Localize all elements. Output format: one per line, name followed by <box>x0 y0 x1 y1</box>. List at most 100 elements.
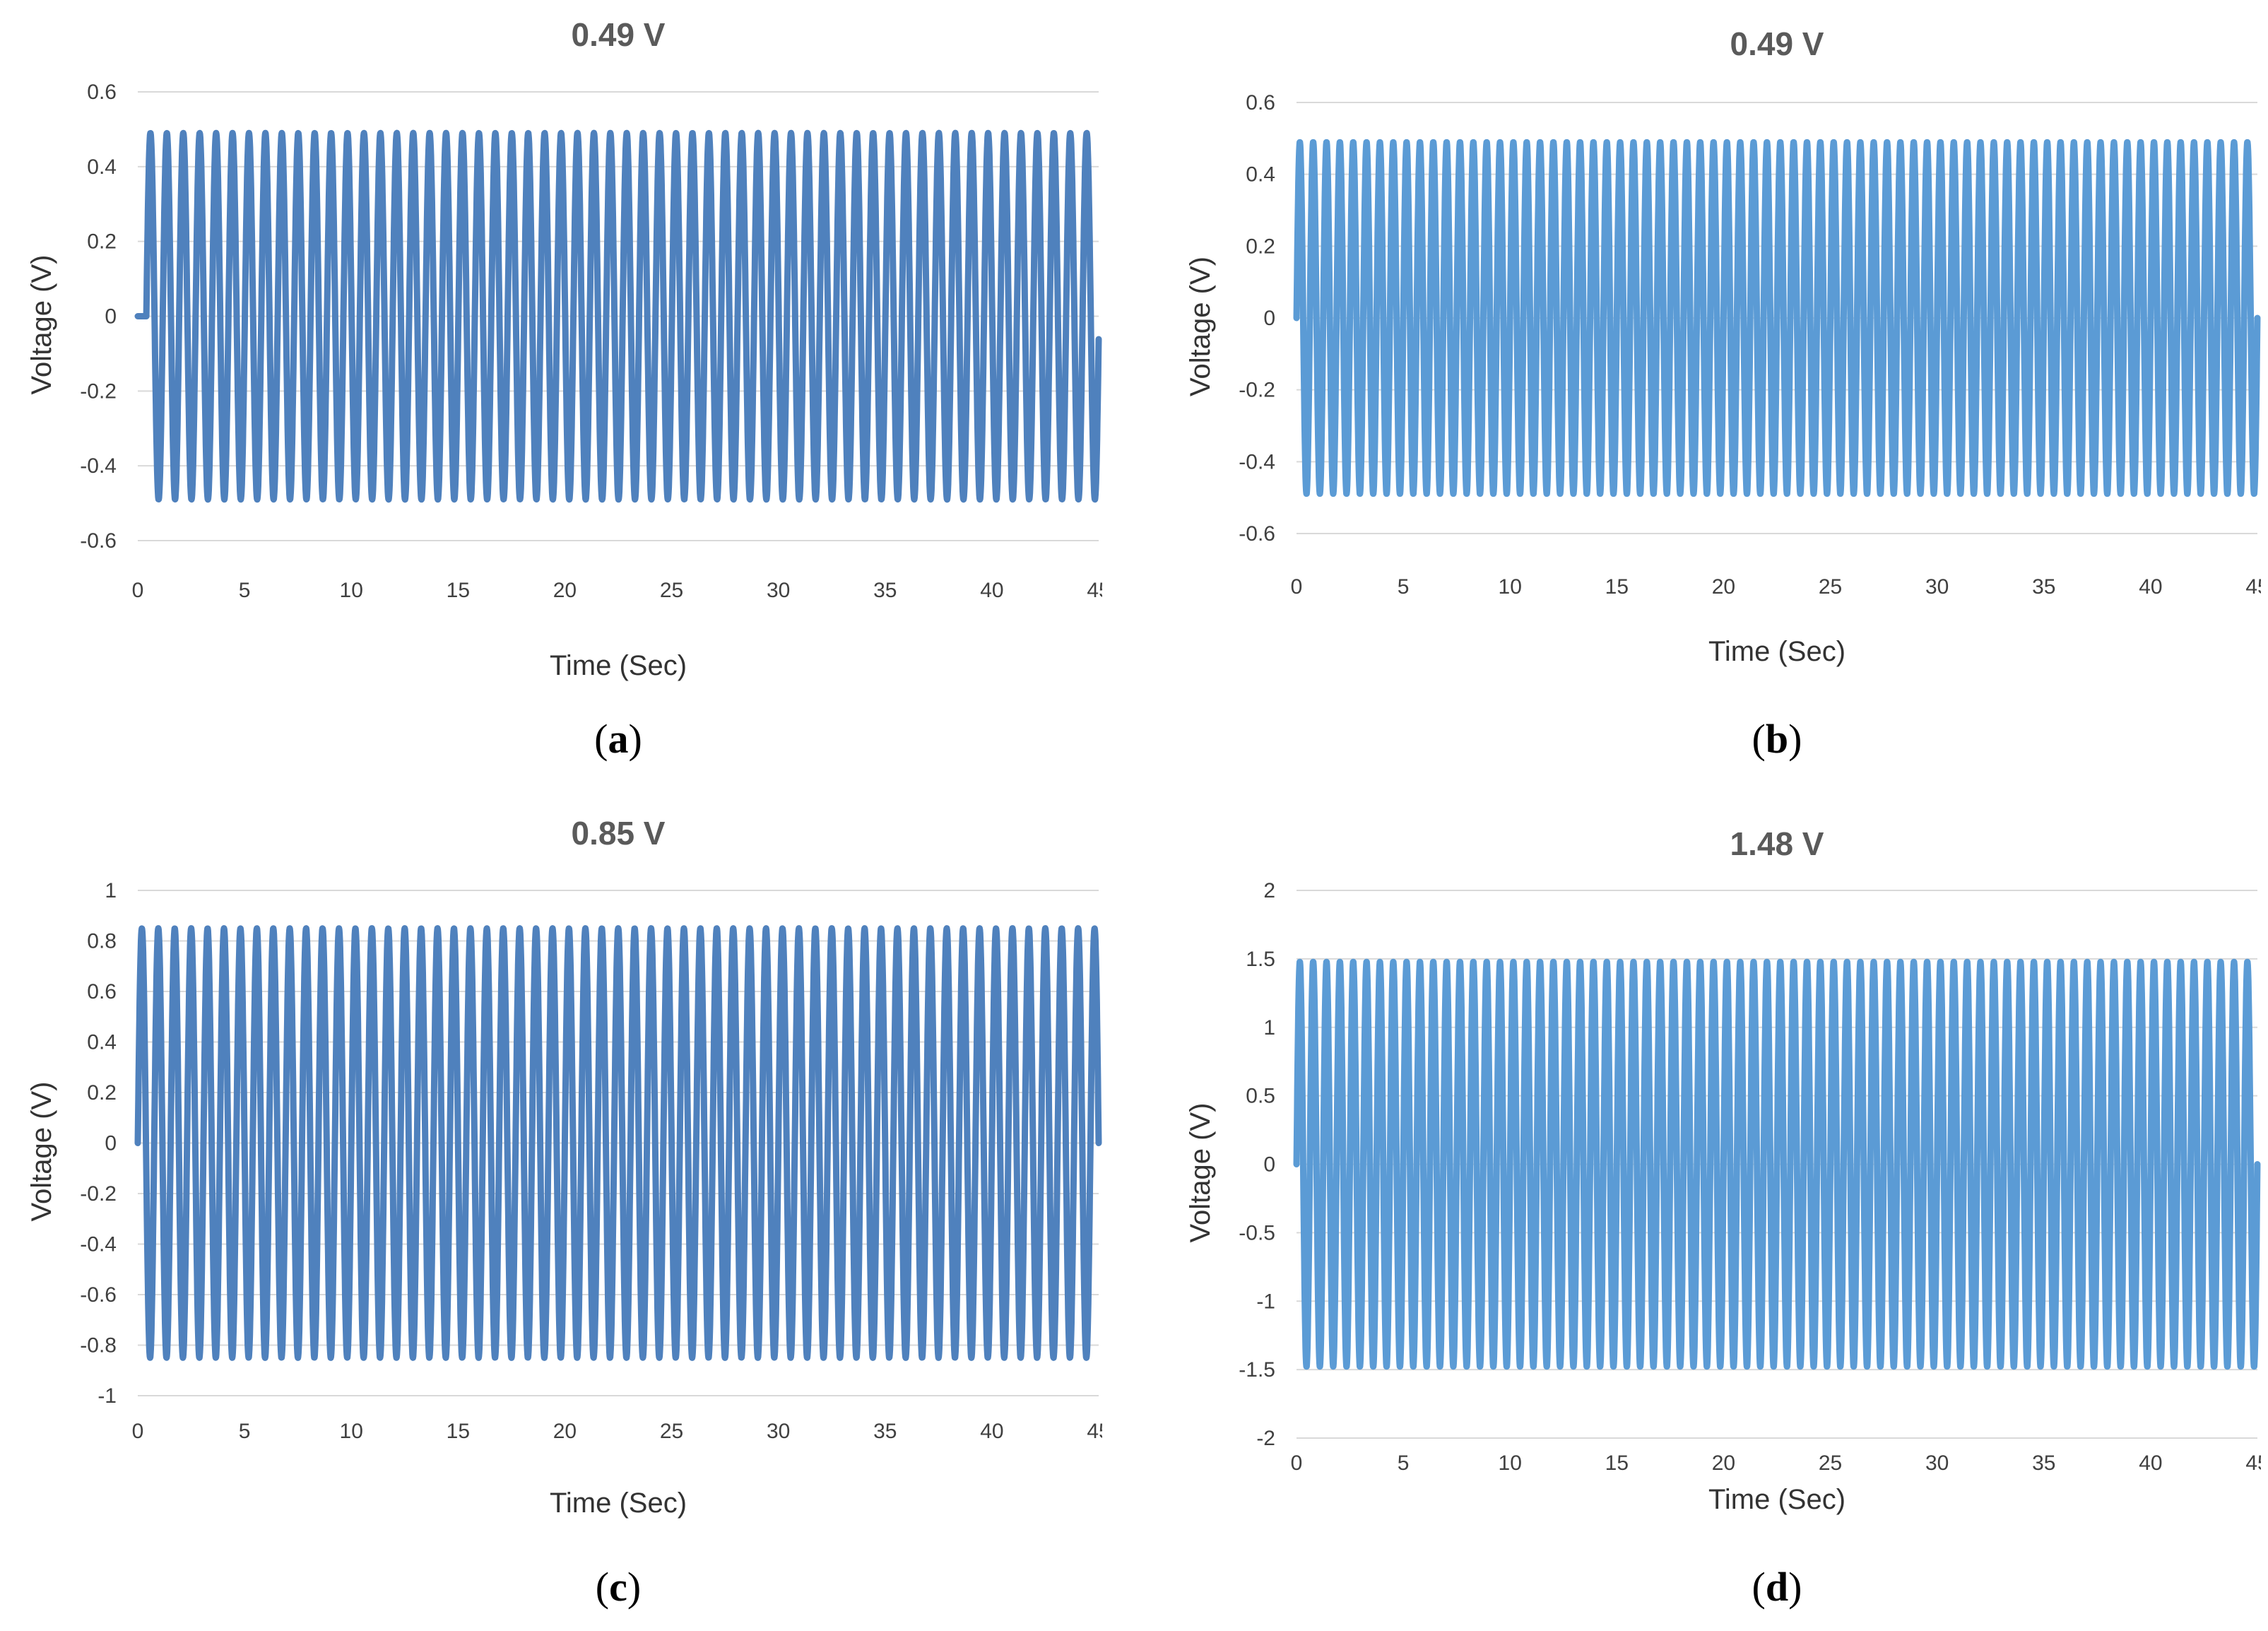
chart-panel-d: 1.48 V -2 -1.5 -1 -0.5 0 0.5 1 1.5 2 0 5 10 15 20 25 3… <box>1173 813 2261 1625</box>
chart-panel-a: 0.49 V -0.6 -0.4 -0.2 0 0.2 0.4 0.6 0 5 10 15 20 25… <box>14 0 1102 777</box>
y-tick-label: -0.4 <box>1239 450 1275 473</box>
x-tick-label: 45 <box>2245 1452 2261 1475</box>
y-tick-label: 0.6 <box>87 81 117 104</box>
chart-c-x-ticks: 0 5 10 15 20 25 30 35 40 45 <box>132 1420 1102 1443</box>
y-tick-label: 2 <box>1263 879 1275 902</box>
chart-d-y-ticks: -2 -1.5 -1 -0.5 0 0.5 1 1.5 2 <box>1239 879 1275 1450</box>
y-tick-label: -0.2 <box>80 379 117 403</box>
chart-c-voltage-series <box>134 925 1102 1361</box>
x-tick-label: 45 <box>1087 1420 1102 1443</box>
chart-d-x-ticks: 0 5 10 15 20 25 30 35 40 45 <box>1291 1452 2261 1475</box>
x-tick-label: 10 <box>340 1420 363 1443</box>
x-tick-label: 15 <box>447 1420 470 1443</box>
y-tick-label: 1 <box>105 879 117 902</box>
chart-d-x-axis-label: Time (Sec) <box>1708 1484 1845 1515</box>
chart-b-y-ticks: -0.6 -0.4 -0.2 0 0.2 0.4 0.6 <box>1239 91 1275 546</box>
x-tick-label: 20 <box>553 1420 577 1443</box>
chart-b-caption: (b) <box>1752 716 1802 762</box>
chart-b-voltage-series <box>1293 139 2261 497</box>
x-tick-label: 40 <box>980 1420 1003 1443</box>
chart-b-x-axis-label: Time (Sec) <box>1708 636 1845 667</box>
x-tick-label: 35 <box>2032 575 2055 599</box>
x-tick-label: 15 <box>447 579 470 602</box>
x-tick-label: 25 <box>1819 575 1842 599</box>
chart-d-voltage-series <box>1293 958 2261 1370</box>
chart-a-y-ticks: -0.6 -0.4 -0.2 0 0.2 0.4 0.6 <box>80 81 117 553</box>
y-tick-label: 0 <box>1263 307 1275 330</box>
chart-d-caption-letter: d <box>1766 1564 1788 1610</box>
y-tick-label: 1 <box>1263 1016 1275 1040</box>
x-tick-label: 30 <box>1925 1452 1949 1475</box>
chart-a-svg: 0.49 V -0.6 -0.4 -0.2 0 0.2 0.4 0.6 0 5 10 15 20 25… <box>26 16 1102 762</box>
x-tick-label: 0 <box>1291 575 1303 599</box>
y-tick-label: -0.6 <box>80 529 117 553</box>
chart-a-voltage-series <box>134 129 1102 503</box>
x-tick-label: 5 <box>239 579 251 602</box>
x-tick-label: 5 <box>239 1420 251 1443</box>
chart-a-x-axis-label: Time (Sec) <box>550 650 687 681</box>
x-tick-label: 25 <box>660 579 683 602</box>
y-tick-label: -0.2 <box>80 1182 117 1206</box>
chart-a-y-axis-label: Voltage (V) <box>26 255 57 395</box>
x-tick-label: 35 <box>2032 1452 2055 1475</box>
x-tick-label: 40 <box>980 579 1003 602</box>
chart-a-x-ticks: 0 5 10 15 20 25 30 35 40 45 <box>132 579 1102 602</box>
x-tick-label: 45 <box>2245 575 2261 599</box>
y-tick-label: 1.5 <box>1246 948 1275 971</box>
chart-d-y-axis-label: Voltage (V) <box>1185 1103 1216 1243</box>
chart-c-y-axis-label: Voltage (V) <box>26 1082 57 1222</box>
x-tick-label: 45 <box>1087 579 1102 602</box>
y-tick-label: -0.2 <box>1239 379 1275 402</box>
y-tick-label: 0.2 <box>87 1081 117 1105</box>
chart-b-caption-letter: b <box>1766 716 1788 762</box>
x-tick-label: 0 <box>1291 1452 1303 1475</box>
chart-a-caption-letter: a <box>608 716 629 762</box>
y-tick-label: -0.4 <box>80 454 117 478</box>
x-tick-label: 40 <box>2139 1452 2162 1475</box>
y-tick-label: 0 <box>1263 1153 1275 1177</box>
chart-b-x-ticks: 0 5 10 15 20 25 30 35 40 45 <box>1291 575 2261 599</box>
y-tick-label: -2 <box>1256 1427 1275 1450</box>
chart-d-svg: 1.48 V -2 -1.5 -1 -0.5 0 0.5 1 1.5 2 0 5 10 15 20 25 3… <box>1185 825 2261 1610</box>
x-tick-label: 20 <box>1712 1452 1735 1475</box>
y-tick-label: 0.2 <box>87 230 117 254</box>
chart-panel-c: 0.85 V -1 -0.8 -0.6 -0.4 -0.2 0 0.2 0.4 0.6 0.8 1 … <box>14 813 1102 1625</box>
x-tick-label: 5 <box>1398 575 1410 599</box>
chart-c-svg: 0.85 V -1-0.8-0.6-0.4-0.200.20.40.60.81 … <box>26 815 1102 1610</box>
chart-c-caption: (c) <box>596 1564 641 1610</box>
x-tick-label: 30 <box>767 579 790 602</box>
y-tick-label: 0.4 <box>87 1031 117 1054</box>
y-tick-label: -1 <box>1256 1290 1275 1313</box>
x-tick-label: 0 <box>132 579 144 602</box>
x-tick-label: 25 <box>660 1420 683 1443</box>
x-tick-label: 10 <box>1499 575 1522 599</box>
x-tick-label: 0 <box>132 1420 144 1443</box>
x-tick-label: 10 <box>1499 1452 1522 1475</box>
y-tick-label: 0.4 <box>1246 163 1275 187</box>
x-tick-label: 15 <box>1605 575 1629 599</box>
y-tick-label: 0.6 <box>1246 91 1275 114</box>
x-tick-label: 20 <box>1712 575 1735 599</box>
y-tick-label: -0.4 <box>80 1233 117 1256</box>
y-tick-label: 0 <box>105 305 117 329</box>
x-tick-label: 25 <box>1819 1452 1842 1475</box>
y-tick-label: -0.6 <box>80 1283 117 1307</box>
chart-a-title: 0.49 V <box>572 16 666 53</box>
x-tick-label: 40 <box>2139 575 2162 599</box>
y-tick-label: -0.6 <box>1239 522 1275 546</box>
y-tick-label: -1.5 <box>1239 1358 1275 1382</box>
chart-c-x-axis-label: Time (Sec) <box>550 1488 687 1519</box>
chart-panel-b: 0.49 V -0.6 -0.4 -0.2 0 0.2 0.4 0.6 0 5 10 15 20 25… <box>1173 0 2261 777</box>
x-tick-label: 30 <box>1925 575 1949 599</box>
chart-d-caption: (d) <box>1752 1564 1802 1610</box>
x-tick-label: 35 <box>873 1420 897 1443</box>
chart-d-title: 1.48 V <box>1730 825 1824 862</box>
y-tick-label: 0.2 <box>1246 235 1275 258</box>
y-tick-label: 0 <box>105 1132 117 1155</box>
chart-b-svg: 0.49 V -0.6 -0.4 -0.2 0 0.2 0.4 0.6 0 5 10 15 20 25… <box>1185 25 2261 762</box>
y-tick-label: -0.5 <box>1239 1221 1275 1244</box>
x-tick-label: 15 <box>1605 1452 1629 1475</box>
y-tick-label: 0.8 <box>87 930 117 953</box>
y-tick-label: -0.8 <box>80 1334 117 1358</box>
chart-c-y-ticks: -1 -0.8 -0.6 -0.4 -0.2 0 0.2 0.4 0.6 0.8 1 <box>80 879 117 1408</box>
